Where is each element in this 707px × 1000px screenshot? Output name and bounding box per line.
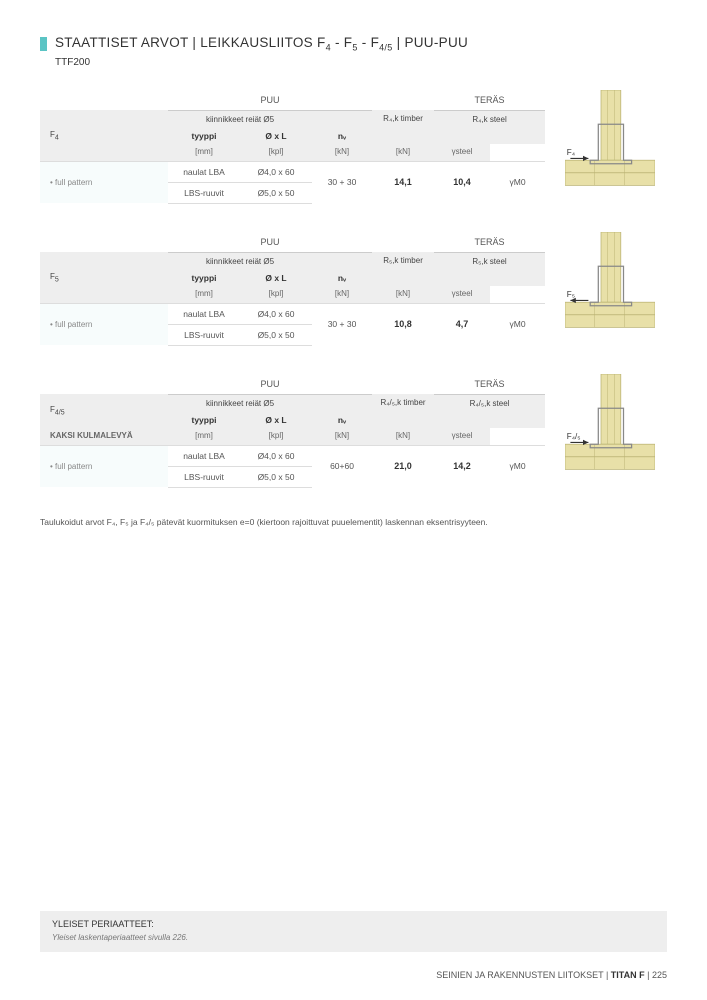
data-table: PUU TERÄS F4 kiinnikkeet reiät Ø5 R₄,k t… bbox=[40, 90, 545, 204]
header-type: tyyppi bbox=[168, 412, 240, 428]
header-puu: PUU bbox=[168, 374, 372, 395]
gamma-value: γM0 bbox=[490, 445, 545, 487]
header-oxl: Ø x L bbox=[240, 128, 312, 144]
header-puu: PUU bbox=[168, 90, 372, 111]
header-nv: nᵥ bbox=[312, 128, 372, 144]
fastener-dim: Ø4,0 x 60 bbox=[240, 445, 312, 466]
data-table: PUU TERÄS F5 kiinnikkeet reiät Ø5 R₅,k t… bbox=[40, 232, 545, 346]
diagram-container: F₄/₅ bbox=[565, 374, 655, 484]
note-text: Taulukoidut arvot F₄, F₅ ja F₄/₅ pätevät… bbox=[40, 516, 667, 529]
pattern-cell: • full pattern bbox=[40, 445, 168, 487]
data-table: PUU TERÄS F4/5 kiinnikkeet reiät Ø5 R₄/₅… bbox=[40, 374, 545, 488]
header-r-steel: R₄,k steel bbox=[434, 110, 545, 128]
fastener-type: LBS-ruuvit bbox=[168, 466, 240, 487]
table-wrapper: PUU TERÄS F5 kiinnikkeet reiät Ø5 R₅,k t… bbox=[40, 232, 545, 346]
footer-product: TITAN F bbox=[611, 970, 645, 980]
header-fasteners: kiinnikkeet reiät Ø5 bbox=[168, 394, 312, 412]
svg-text:F₅: F₅ bbox=[567, 289, 575, 298]
fastener-type: naulat LBA bbox=[168, 303, 240, 324]
force-label-cell: F4/5 bbox=[40, 394, 168, 428]
title-text: STAATTISET ARVOT | LEIKKAUSLIITOS F bbox=[55, 35, 326, 50]
header-fasteners: kiinnikkeet reiät Ø5 bbox=[168, 110, 312, 128]
connection-diagram: F₄ bbox=[565, 90, 655, 198]
nv-value: 30 + 30 bbox=[312, 303, 372, 345]
header-type: tyyppi bbox=[168, 270, 240, 286]
force-label-cell: F4 bbox=[40, 110, 168, 161]
svg-text:F₄/₅: F₄/₅ bbox=[567, 431, 581, 440]
footer-section: SEINIEN JA RAKENNUSTEN LIITOKSET bbox=[436, 970, 603, 980]
nv-value: 60+60 bbox=[312, 445, 372, 487]
general-principles-box: YLEISET PERIAATTEET: Yleiset laskentaper… bbox=[40, 911, 667, 952]
footer-box-title: YLEISET PERIAATTEET: bbox=[52, 919, 655, 929]
pattern-cell: • full pattern bbox=[40, 303, 168, 345]
nv-value: 30 + 30 bbox=[312, 161, 372, 203]
header-oxl: Ø x L bbox=[240, 270, 312, 286]
table-section: PUU TERÄS F4/5 kiinnikkeet reiät Ø5 R₄/₅… bbox=[40, 374, 667, 488]
table-wrapper: PUU TERÄS F4 kiinnikkeet reiät Ø5 R₄,k t… bbox=[40, 90, 545, 204]
value-timber: 14,1 bbox=[372, 161, 434, 203]
table-section: PUU TERÄS F5 kiinnikkeet reiät Ø5 R₅,k t… bbox=[40, 232, 667, 346]
title-accent-marker bbox=[40, 37, 47, 51]
diagram-container: F₅ bbox=[565, 232, 655, 342]
force-label-cell: F5 bbox=[40, 252, 168, 303]
fastener-dim: Ø5,0 x 50 bbox=[240, 466, 312, 487]
svg-text:F₄: F₄ bbox=[567, 147, 575, 156]
gamma-value: γM0 bbox=[490, 303, 545, 345]
page-title-row: STAATTISET ARVOT | LEIKKAUSLIITOS F4 - F… bbox=[40, 35, 667, 53]
footer-page-number: 225 bbox=[652, 970, 667, 980]
header-r-steel: R₄/₅,k steel bbox=[434, 394, 545, 412]
fastener-type: LBS-ruuvit bbox=[168, 324, 240, 345]
value-steel: 4,7 bbox=[434, 303, 490, 345]
connection-diagram: F₄/₅ bbox=[565, 374, 655, 482]
fastener-type: naulat LBA bbox=[168, 161, 240, 182]
fastener-dim: Ø5,0 x 50 bbox=[240, 324, 312, 345]
value-steel: 14,2 bbox=[434, 445, 490, 487]
value-timber: 10,8 bbox=[372, 303, 434, 345]
header-r-timber: R₅,k timber bbox=[372, 252, 434, 270]
table-section: PUU TERÄS F4 kiinnikkeet reiät Ø5 R₄,k t… bbox=[40, 90, 667, 204]
page-title: STAATTISET ARVOT | LEIKKAUSLIITOS F4 - F… bbox=[55, 35, 468, 53]
header-nv: nᵥ bbox=[312, 412, 372, 428]
header-nv: nᵥ bbox=[312, 270, 372, 286]
product-code: TTF200 bbox=[55, 57, 667, 68]
header-teras: TERÄS bbox=[434, 232, 545, 253]
header-puu: PUU bbox=[168, 232, 372, 253]
header-r-steel: R₅,k steel bbox=[434, 252, 545, 270]
fastener-dim: Ø4,0 x 60 bbox=[240, 303, 312, 324]
header-fasteners: kiinnikkeet reiät Ø5 bbox=[168, 252, 312, 270]
header-r-timber: R₄,k timber bbox=[372, 110, 434, 128]
fastener-type: naulat LBA bbox=[168, 445, 240, 466]
fastener-dim: Ø4,0 x 60 bbox=[240, 161, 312, 182]
table-wrapper: PUU TERÄS F4/5 kiinnikkeet reiät Ø5 R₄/₅… bbox=[40, 374, 545, 488]
pattern-cell: • full pattern bbox=[40, 161, 168, 203]
fastener-dim: Ø5,0 x 50 bbox=[240, 182, 312, 203]
footer-box-text: Yleiset laskentaperiaatteet sivulla 226. bbox=[52, 933, 655, 942]
header-r-timber: R₄/₅,k timber bbox=[372, 394, 434, 412]
connection-diagram: F₅ bbox=[565, 232, 655, 340]
header-oxl: Ø x L bbox=[240, 412, 312, 428]
header-teras: TERÄS bbox=[434, 90, 545, 111]
value-timber: 21,0 bbox=[372, 445, 434, 487]
header-teras: TERÄS bbox=[434, 374, 545, 395]
table-subtitle: KAKSI KULMALEVYÄ bbox=[40, 428, 168, 446]
fastener-type: LBS-ruuvit bbox=[168, 182, 240, 203]
diagram-container: F₄ bbox=[565, 90, 655, 200]
header-type: tyyppi bbox=[168, 128, 240, 144]
value-steel: 10,4 bbox=[434, 161, 490, 203]
page-footer: SEINIEN JA RAKENNUSTEN LIITOKSET | TITAN… bbox=[436, 970, 667, 980]
gamma-value: γM0 bbox=[490, 161, 545, 203]
